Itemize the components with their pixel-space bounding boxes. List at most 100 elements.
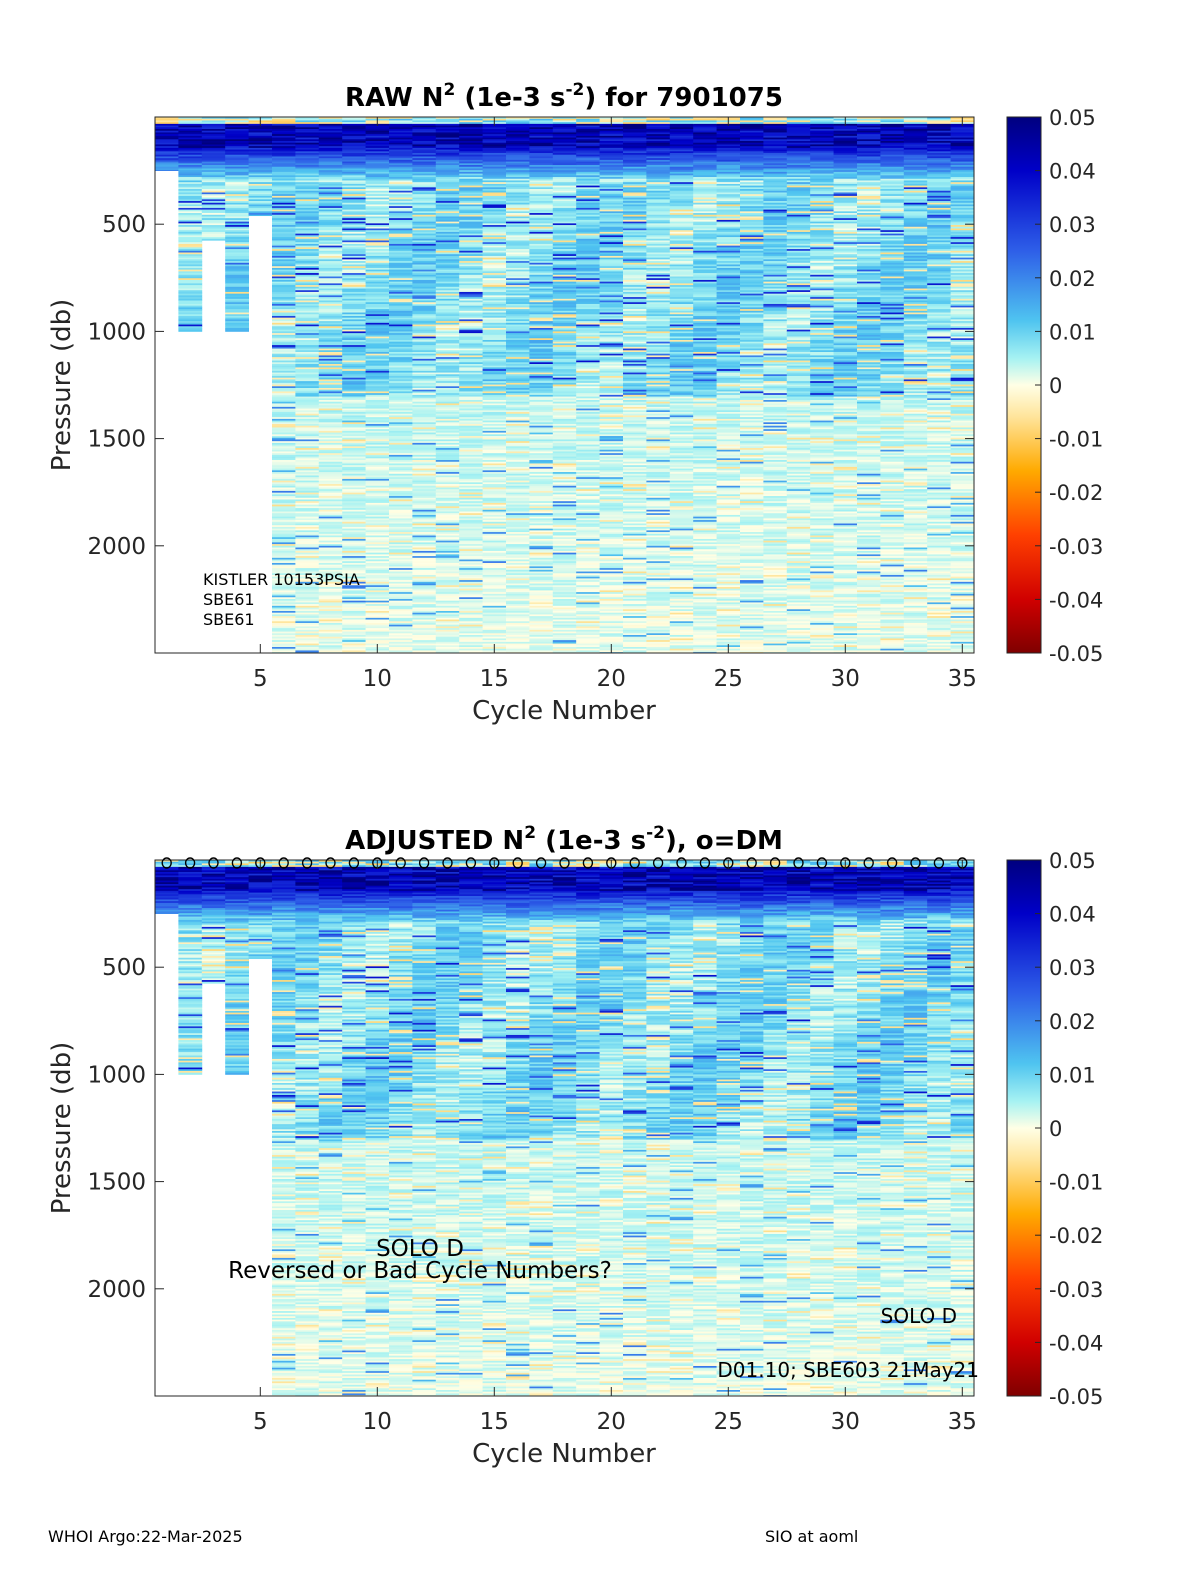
heatmap-cell <box>318 370 343 373</box>
heatmap-cell <box>459 542 483 545</box>
heatmap-cell <box>365 197 390 200</box>
heatmap-cell <box>506 183 530 187</box>
heatmap-cell <box>389 497 413 500</box>
heatmap-cell <box>178 209 203 212</box>
heatmap-cell <box>272 449 296 452</box>
heatmap-cell <box>389 470 413 473</box>
heatmap-cell <box>318 607 343 610</box>
heatmap-cell <box>482 598 507 602</box>
heatmap-cell <box>365 231 390 235</box>
heatmap-cell <box>342 305 366 308</box>
heatmap-cell <box>506 207 530 211</box>
heatmap-cell <box>225 302 249 305</box>
heatmap-cell <box>365 508 390 511</box>
heatmap-cell <box>365 153 390 156</box>
heatmap-cell <box>459 257 483 260</box>
heatmap-cell <box>272 622 296 626</box>
heatmap-cell <box>389 243 413 247</box>
heatmap-cell <box>482 381 507 384</box>
heatmap-cell <box>342 473 366 476</box>
heatmap-cell <box>506 189 530 192</box>
heatmap-cell <box>482 286 507 289</box>
heatmap-cell <box>365 247 390 250</box>
heatmap-cell <box>412 574 437 578</box>
heatmap-cell <box>201 168 226 171</box>
heatmap-column <box>459 117 483 653</box>
heatmap-cell <box>272 213 296 216</box>
heatmap-cell <box>272 141 296 144</box>
heatmap-cell <box>272 199 296 202</box>
heatmap-cell <box>365 545 390 548</box>
heatmap-cell <box>295 223 320 226</box>
heatmap-cell <box>318 156 343 159</box>
heatmap-cell <box>201 204 226 207</box>
heatmap-cell <box>435 389 460 392</box>
heatmap-cell <box>201 194 226 197</box>
heatmap-cell <box>365 485 390 488</box>
heatmap-cell <box>295 610 320 614</box>
heatmap-cell <box>342 261 366 264</box>
heatmap-cell <box>365 403 390 406</box>
heatmap-cell <box>435 430 460 433</box>
heatmap-cell <box>365 339 390 343</box>
heatmap-cell <box>506 250 530 253</box>
heatmap-cell <box>318 382 343 385</box>
heatmap-cell <box>459 612 483 615</box>
heatmap-cell <box>272 453 296 456</box>
heatmap-cell <box>389 276 413 279</box>
heatmap-cell <box>342 242 366 245</box>
heatmap-cell <box>272 396 296 399</box>
heatmap-cell <box>365 237 390 240</box>
heatmap-cell <box>178 171 203 175</box>
heatmap-cell <box>506 240 530 243</box>
heatmap-cell <box>178 300 203 303</box>
heatmap-cell <box>342 178 366 181</box>
heatmap-cell <box>459 120 483 123</box>
heatmap-cell <box>342 389 366 392</box>
heatmap-cell <box>389 206 413 209</box>
heatmap-cell <box>318 310 343 313</box>
heatmap-cell <box>389 581 413 584</box>
heatmap-cell <box>295 437 320 440</box>
heatmap-cell <box>318 146 343 149</box>
heatmap-cell <box>506 235 530 238</box>
heatmap-cell <box>459 485 483 488</box>
heatmap-cell <box>342 377 366 380</box>
heatmap-cell <box>201 118 226 121</box>
heatmap-cell <box>389 235 413 238</box>
heatmap-cell <box>365 396 390 399</box>
heatmap-cell <box>225 252 249 255</box>
heatmap-cell <box>272 535 296 538</box>
heatmap-cell <box>459 201 483 204</box>
heatmap-cell <box>272 458 296 461</box>
heatmap-cell <box>342 530 366 533</box>
heatmap-cell <box>459 526 483 530</box>
heatmap-cell <box>412 178 437 181</box>
heatmap-cell <box>365 468 390 471</box>
heatmap-cell <box>295 154 320 157</box>
heatmap-cell <box>272 146 296 149</box>
heatmap-cell <box>435 286 460 289</box>
heatmap-cell <box>365 388 390 391</box>
heatmap-cell <box>318 171 343 175</box>
heatmap-cell <box>412 484 437 487</box>
heatmap-cell <box>318 175 343 178</box>
heatmap-cell <box>389 249 413 252</box>
heatmap-cell <box>272 537 296 540</box>
heatmap-cell <box>178 327 203 331</box>
heatmap-cell <box>412 147 437 150</box>
heatmap-cell <box>342 595 366 598</box>
heatmap-cell <box>342 319 366 322</box>
heatmap-cell <box>412 369 437 372</box>
heatmap-cell <box>412 444 437 447</box>
heatmap-cell <box>318 147 343 150</box>
heatmap-cell <box>295 523 320 526</box>
heatmap-cell <box>272 624 296 627</box>
heatmap-cell <box>342 170 366 173</box>
heatmap-cell <box>412 621 437 624</box>
heatmap-cell <box>412 183 437 187</box>
heatmap-cell <box>482 583 507 586</box>
heatmap-cell <box>318 502 343 506</box>
heatmap-cell <box>318 269 343 272</box>
